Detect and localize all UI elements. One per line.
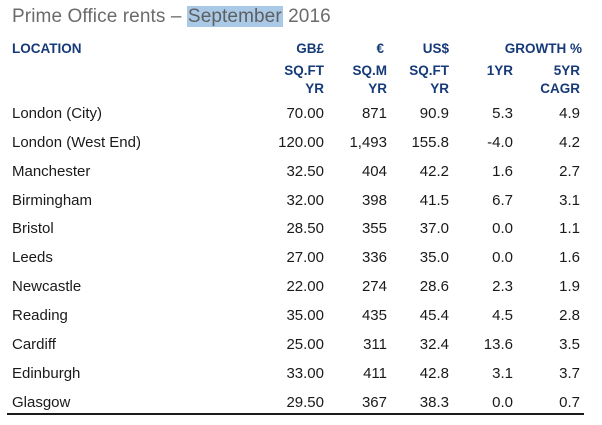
table-row: London (West End) 120.00 1,493 155.8 -4.… [0,134,602,163]
table-row: London (City) 70.00 871 90.9 5.3 4.9 [0,105,602,134]
cell-gbp: 27.00 [286,249,324,266]
cell-growth-5yr: 0.7 [559,394,580,411]
table-row: Cardiff 25.00 311 32.4 13.6 3.5 [0,336,602,365]
table-bottom-rule [7,413,584,415]
cell-location: Bristol [12,220,54,237]
cell-growth-5yr: 2.7 [559,163,580,180]
cell-location: London (West End) [12,134,141,151]
table-row: Newcastle 22.00 274 28.6 2.3 1.9 [0,278,602,307]
cell-usd: 42.2 [419,163,449,180]
cell-growth-5yr: 4.9 [559,105,580,122]
cell-gbp: 33.00 [286,365,324,382]
cell-growth-1yr: 13.6 [483,336,513,353]
cell-growth-5yr: 2.8 [559,307,580,324]
header-gbp-unit: SQ.FT [284,63,324,78]
cell-location: Birmingham [12,192,93,209]
cell-growth-1yr: 1.6 [492,163,513,180]
table-row: Leeds 27.00 336 35.0 0.0 1.6 [0,249,602,278]
cell-eur: 355 [361,220,387,237]
cell-location: Glasgow [12,394,71,411]
cell-usd: 37.0 [419,220,449,237]
header-location: LOCATION [12,41,82,56]
cell-gbp: 35.00 [286,307,324,324]
header-growth-5yr: 5YR [553,63,580,78]
cell-growth-1yr: 0.0 [492,220,513,237]
cell-eur: 367 [361,394,387,411]
cell-eur: 404 [361,163,387,180]
cell-growth-5yr: 1.9 [559,278,580,295]
cell-gbp: 28.50 [286,220,324,237]
cell-gbp: 32.50 [286,163,324,180]
table-row: Glasgow 29.50 367 38.3 0.0 0.7 [0,394,602,423]
title-prefix: Prime Office rents – [12,6,187,27]
title-highlighted-word[interactable]: September [186,6,283,27]
header-usd-unit: SQ.FT [409,63,449,78]
header-eur-period: YR [368,81,387,96]
cell-eur: 1,493 [349,134,387,151]
header-usd-period: YR [430,81,449,96]
header-eur-unit: SQ.M [352,63,387,78]
cell-growth-1yr: 2.3 [492,278,513,295]
cell-usd: 42.8 [419,365,449,382]
cell-growth-5yr: 3.7 [559,365,580,382]
cell-growth-1yr: 0.0 [492,249,513,266]
cell-eur: 435 [361,307,387,324]
cell-eur: 336 [361,249,387,266]
cell-usd: 35.0 [419,249,449,266]
cell-growth-5yr: 3.5 [559,336,580,353]
cell-eur: 311 [363,336,387,353]
cell-growth-5yr: 4.2 [559,134,580,151]
cell-eur: 871 [361,105,387,122]
table-row: Edinburgh 33.00 411 42.8 3.1 3.7 [0,365,602,394]
cell-usd: 45.4 [419,307,449,324]
cell-location: Reading [12,307,68,324]
table-row: Reading 35.00 435 45.4 4.5 2.8 [0,307,602,336]
cell-usd: 90.9 [419,105,449,122]
cell-gbp: 32.00 [286,192,324,209]
cell-gbp: 70.00 [286,105,324,122]
cell-growth-1yr: 5.3 [492,105,513,122]
cell-growth-1yr: 3.1 [492,365,513,382]
cell-eur: 274 [361,278,387,295]
cell-growth-1yr: 6.7 [492,192,513,209]
header-eur-currency: € [376,41,384,56]
cell-location: Newcastle [12,278,82,295]
cell-location: Leeds [12,249,53,266]
header-gbp-period: YR [305,81,324,96]
cell-growth-5yr: 1.1 [559,220,580,237]
cell-eur: 411 [363,365,387,382]
cell-usd: 41.5 [419,192,449,209]
table-row: Birmingham 32.00 398 41.5 6.7 3.1 [0,192,602,221]
header-growth-cagr: CAGR [540,81,580,96]
cell-gbp: 25.00 [286,336,324,353]
cell-growth-1yr: 4.5 [492,307,513,324]
header-growth-1yr: 1YR [486,63,513,78]
title-suffix: 2016 [282,6,331,27]
cell-gbp: 120.00 [278,134,324,151]
cell-usd: 155.8 [411,134,449,151]
cell-growth-5yr: 1.6 [559,249,580,266]
cell-location: Manchester [12,163,91,180]
cell-gbp: 22.00 [286,278,324,295]
cell-gbp: 29.50 [286,394,324,411]
cell-usd: 32.4 [419,336,449,353]
page-title: Prime Office rents – September 2016 [12,6,331,28]
cell-location: Edinburgh [12,365,81,382]
header-growth: GROWTH % [504,41,582,56]
table-row: Manchester 32.50 404 42.2 1.6 2.7 [0,163,602,192]
cell-growth-1yr: 0.0 [492,394,513,411]
header-usd-currency: US$ [422,41,449,56]
header-gbp-currency: GB£ [296,41,324,56]
cell-location: London (City) [12,105,103,122]
cell-location: Cardiff [12,336,56,353]
cell-usd: 28.6 [419,278,449,295]
cell-usd: 38.3 [419,394,449,411]
cell-growth-5yr: 3.1 [559,192,580,209]
cell-eur: 398 [361,192,387,209]
cell-growth-1yr: -4.0 [487,134,513,151]
table-row: Bristol 28.50 355 37.0 0.0 1.1 [0,220,602,249]
